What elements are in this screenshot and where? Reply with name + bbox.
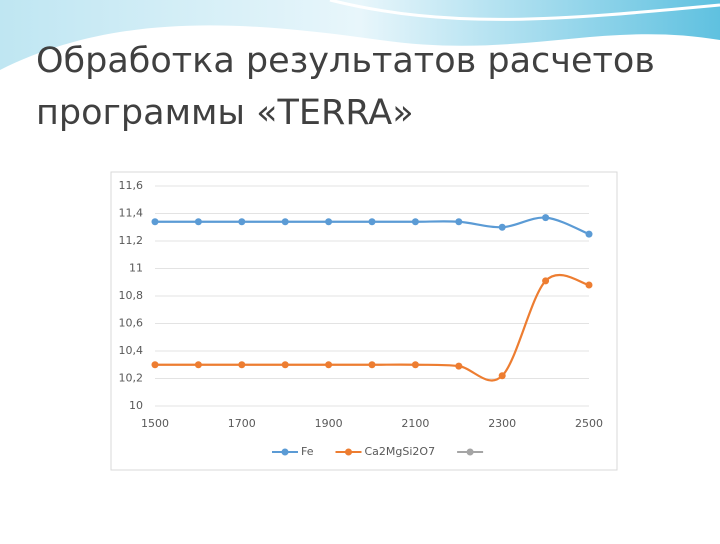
data-point xyxy=(585,281,593,289)
data-point xyxy=(325,218,333,226)
data-point xyxy=(411,218,419,226)
data-point xyxy=(455,218,463,226)
plot: 10 10,2 10,4 10,6 10,8 11 11,2 11,4 11,6 1500 1700… xyxy=(119,179,604,458)
y-tick-label: 11,2 xyxy=(119,234,144,247)
data-point xyxy=(411,361,419,369)
x-tick-label: 1700 xyxy=(228,417,256,430)
data-point xyxy=(368,218,376,226)
y-tick-label: 10,2 xyxy=(119,372,144,385)
data-point xyxy=(585,230,593,238)
y-tick-label: 11,6 xyxy=(119,179,144,192)
legend-marker xyxy=(281,448,289,456)
legend-label: Fe xyxy=(301,445,314,458)
data-point xyxy=(542,277,550,285)
data-point xyxy=(368,361,376,369)
title-line: программы «TERRA» xyxy=(36,93,414,133)
x-tick-label: 2100 xyxy=(401,417,429,430)
data-point xyxy=(325,361,333,369)
title-line: Обработка результатов расчетов xyxy=(36,41,655,81)
legend-marker xyxy=(345,448,352,456)
data-point xyxy=(281,218,289,226)
data-point xyxy=(238,361,246,369)
legend-label: Ca2MgSi2O7 xyxy=(365,445,436,458)
legend-marker xyxy=(466,448,474,456)
wave-line xyxy=(329,0,720,21)
x-tick-label: 2300 xyxy=(488,417,516,430)
data-point xyxy=(151,361,159,369)
x-tick-label: 1500 xyxy=(141,417,169,430)
data-point xyxy=(455,362,463,370)
y-tick-label: 10 xyxy=(129,399,143,412)
y-tick-label: 10,6 xyxy=(119,317,144,330)
data-point xyxy=(194,361,202,369)
data-point xyxy=(151,218,159,226)
data-point xyxy=(498,223,506,231)
data-point xyxy=(542,214,550,222)
y-tick-label: 10,8 xyxy=(119,289,144,302)
data-point xyxy=(194,218,202,226)
data-point xyxy=(498,372,506,380)
y-tick-label: 10,4 xyxy=(119,344,144,357)
x-tick-label: 1900 xyxy=(315,417,343,430)
data-point xyxy=(238,218,246,226)
x-tick-label: 2500 xyxy=(575,417,603,430)
data-point xyxy=(281,361,289,369)
y-tick-label: 11,4 xyxy=(119,207,144,220)
y-tick-label: 11 xyxy=(129,262,143,275)
